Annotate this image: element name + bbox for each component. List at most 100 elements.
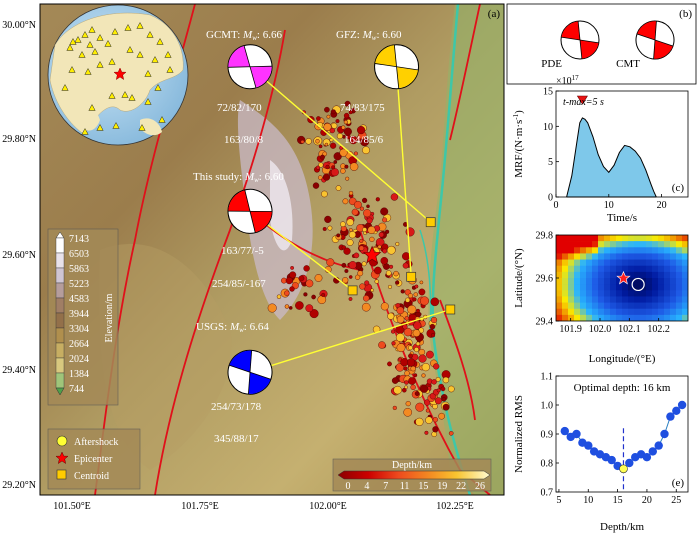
heatmap-cell (592, 259, 599, 267)
aftershock-dot (364, 280, 370, 286)
heatmap-cell (610, 284, 617, 291)
heatmap-cell (598, 314, 605, 321)
y-tick-label: 29.20°N (2, 480, 36, 491)
heatmap-cell (616, 259, 623, 267)
heatmap-cell (580, 259, 587, 267)
depth-tick-label: 19 (437, 481, 447, 492)
elevation-label: 6503 (69, 249, 89, 260)
heatmap-cell (652, 284, 659, 291)
heatmap-cell (574, 235, 581, 242)
heatmap-cell (640, 265, 647, 273)
heatmap-cell (640, 296, 647, 303)
aftershock-dot (329, 137, 334, 142)
aftershock-dot (421, 373, 426, 378)
heatmap-cell (652, 278, 659, 285)
gfz-title: GFZ: Mw: 6.60 (336, 29, 402, 42)
aftershock-dot (432, 417, 439, 423)
heatmap-cell (628, 290, 635, 297)
station-triangle (81, 30, 89, 38)
station-triangle (138, 123, 146, 131)
heatmap-cell (664, 259, 671, 267)
heatmap-cell (604, 241, 611, 248)
station-triangle (151, 55, 159, 63)
aftershock-dot (378, 231, 385, 238)
heatmap-cell (628, 253, 635, 260)
aftershock-dot (414, 284, 419, 289)
aftershock-dot (312, 182, 320, 189)
heatmap-cells (556, 235, 688, 321)
aftershock-dot (401, 387, 407, 393)
heatmap-cell (556, 241, 563, 248)
aftershock-dot (344, 164, 349, 169)
aftershock-dot (342, 198, 349, 205)
aftershock-dot (345, 176, 350, 181)
heatmap-cell (586, 284, 593, 291)
heatmap-cell (676, 241, 683, 248)
aftershock-dot (316, 116, 321, 121)
x-tick-label: 102.1 (618, 324, 641, 335)
heatmap-cell (664, 265, 671, 273)
depth-tick-label: 26 (475, 481, 485, 492)
y-tick-label: 15 (543, 87, 553, 98)
heatmap-cell (562, 265, 569, 273)
aftershock-dot (333, 160, 338, 164)
aftershock-dot (430, 316, 438, 324)
heatmap-cell (586, 314, 593, 321)
heatmap-cell (640, 302, 647, 310)
heatmap-cell (556, 253, 563, 260)
rms-point (642, 453, 652, 462)
e-ylabel: Normalized RMS (513, 395, 525, 473)
heatmap-cell (562, 253, 569, 260)
aftershock-dot (380, 302, 389, 311)
aftershock-dot (424, 430, 429, 435)
aftershock-dot (343, 119, 348, 125)
aftershock-dot (276, 294, 282, 299)
aftershock-dot (377, 244, 382, 249)
heatmap-cell (598, 265, 605, 273)
aftershock-dot (425, 408, 430, 413)
heatmap-cell (562, 284, 569, 291)
elevation-label: 3944 (69, 309, 89, 320)
map-axis-ticks: 30.00°N 29.80°N 29.60°N 29.40°N 29.20°N … (2, 20, 474, 512)
optimal-point (619, 464, 628, 474)
panel-b-frame (506, 3, 697, 85)
heatmap-cell (622, 296, 629, 303)
beachballs (227, 44, 420, 395)
aftershock-dot (369, 236, 375, 243)
heatmap-cell (598, 271, 605, 279)
aftershock-dot (382, 248, 388, 254)
aftershock-dot (336, 133, 343, 140)
heatmap-cell (628, 278, 635, 285)
heatmap-cell (592, 241, 599, 248)
aftershock-dot (412, 297, 417, 302)
aftershock-dot (327, 225, 333, 231)
heatmap-cell (658, 284, 665, 291)
heatmap-cell (640, 259, 647, 267)
aftershock-dot (353, 200, 362, 209)
heatmap-cell (676, 278, 683, 285)
aftershock-dot (311, 294, 316, 300)
aftershock-dot (317, 175, 323, 180)
heatmap-cell (592, 296, 599, 303)
heatmap-cell (562, 271, 569, 279)
gfz-nodal1: 74/83/175 (340, 102, 385, 114)
aftershock-dot (335, 119, 340, 124)
epicenter-star-marker (616, 270, 631, 285)
heatmap-cell (646, 308, 653, 316)
aftershock-dot (366, 217, 373, 224)
depth-tick-label: 11 (400, 481, 410, 492)
aftershock-dot (340, 221, 346, 227)
aftershock-dot (325, 164, 330, 170)
station-triangle (154, 83, 162, 91)
aftershock-dot (362, 146, 370, 155)
station-triangle (86, 40, 94, 48)
heatmap-cell (670, 278, 677, 285)
heatmap-cell (682, 259, 688, 267)
heatmap-cell (568, 253, 575, 260)
aftershock-dot (395, 333, 405, 342)
heatmap-cell (610, 241, 617, 248)
heatmap-cell (670, 259, 677, 267)
aftershock-dot (380, 256, 389, 265)
y-tick-label: 0.7 (541, 488, 554, 499)
